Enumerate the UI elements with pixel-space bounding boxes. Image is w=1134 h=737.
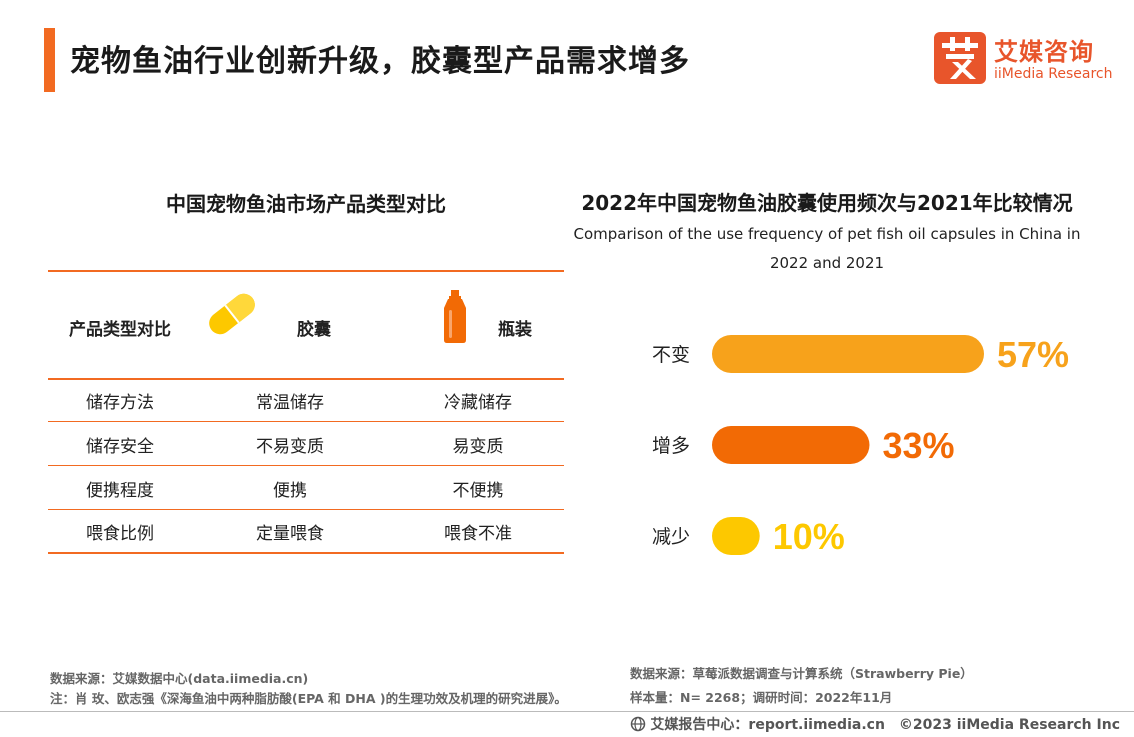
row-capsule-value: 便携: [273, 481, 307, 501]
bar: [712, 426, 870, 464]
category-label: 不变: [652, 344, 690, 366]
row-label: 便携程度: [86, 481, 154, 501]
row-capsule-value: 定量喂食: [256, 524, 324, 544]
company-logo: 艾媒咨询 iiMedia Research: [934, 32, 1114, 86]
table-top-rule: [48, 270, 564, 272]
chart-subtitle: Comparison of the use frequency of pet f…: [566, 220, 1088, 278]
row-bottle-value: 喂食不准: [444, 524, 512, 544]
frequency-bar-chart: 不变 57% 增多 33% 减少 10%: [652, 334, 1069, 557]
value-label: 33%: [882, 425, 954, 466]
row-bottle-value: 易变质: [452, 437, 504, 457]
category-label: 增多: [652, 435, 690, 457]
table-title: 中国宠物鱼油市场产品类型对比: [166, 192, 446, 216]
row-bottle-value: 冷藏储存: [444, 393, 512, 413]
header-label: 产品类型对比: [69, 320, 171, 340]
header-col2: 瓶装: [498, 320, 532, 340]
value-label: 57%: [997, 334, 1069, 375]
logo-glyph-icon: [942, 37, 978, 79]
table-bottom-rule: [48, 552, 564, 554]
header-col1: 胶囊: [297, 320, 331, 340]
chart-subtitle-line2: 2022 and 2021: [769, 254, 885, 272]
row-capsule-value: 不易变质: [256, 437, 324, 457]
footer-divider: [0, 711, 1134, 712]
row-bottle-value: 不便携: [452, 481, 504, 501]
copyright: ©2023 iiMedia Research Inc: [898, 717, 1120, 733]
bar: [712, 335, 984, 373]
report-center-link[interactable]: 艾媒报告中心：report.iimedia.cn: [650, 717, 885, 733]
capsule-icon: [204, 286, 260, 346]
row-divider: [48, 465, 564, 466]
footnote: 注：肖 玫、欧志强《深海鱼油中两种脂肪酸(EPA 和 DHA )的生理功效及机理…: [50, 691, 567, 706]
chart-title: 2022年中国宠物鱼油胶囊使用频次与2021年比较情况: [581, 191, 1073, 215]
row-capsule-value: 常温储存: [256, 393, 324, 413]
logo-text-cn: 艾媒咨询: [994, 38, 1094, 66]
page-title: 宠物鱼油行业创新升级，胶囊型产品需求增多: [70, 44, 690, 79]
globe-icon: [631, 716, 646, 732]
chart-subtitle-line1: Comparison of the use frequency of pet f…: [573, 225, 1081, 243]
row-label: 喂食比例: [86, 524, 154, 544]
row-label: 储存方法: [86, 393, 154, 413]
value-label: 10%: [773, 516, 845, 557]
row-label: 储存安全: [86, 437, 154, 457]
bottle-icon: [442, 288, 468, 348]
logo-text-en: iiMedia Research: [994, 66, 1113, 82]
source-left: 数据来源：艾媒数据中心(data.iimedia.cn): [50, 671, 309, 686]
logo-mark: [934, 32, 986, 84]
category-label: 减少: [652, 526, 690, 548]
row-divider: [48, 509, 564, 510]
table-header-rule: [48, 378, 564, 380]
row-divider: [48, 421, 564, 422]
footer-bottom: 艾媒报告中心：report.iimedia.cn ©2023 iiMedia Re…: [630, 714, 1120, 734]
source-right: 数据来源：草莓派数据调查与计算系统（Strawberry Pie）: [630, 666, 973, 681]
sample-info: 样本量：N= 2268；调研时间：2022年11月: [630, 690, 893, 705]
title-accent-bar: [44, 28, 55, 92]
bar: [712, 517, 760, 555]
